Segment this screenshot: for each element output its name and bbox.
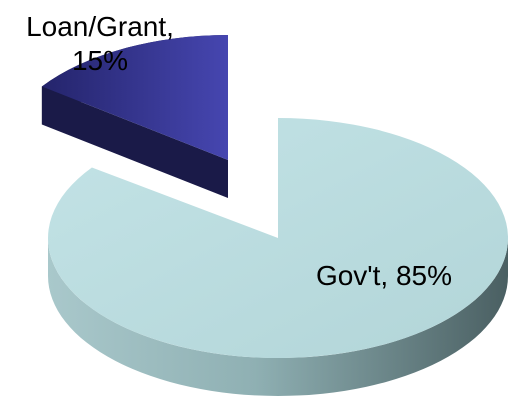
data-label-loan-grant-line1: Loan/Grant, [26, 11, 174, 42]
pie-slice-govt-top [48, 118, 508, 358]
pie-slice-govt [48, 118, 508, 396]
pie-slice-govt-side [48, 238, 508, 396]
pie-slice-loan-grant-top [41, 34, 229, 160]
pie-slice-loan-grant [41, 34, 229, 198]
data-label-loan-grant-line2: 15% [72, 45, 128, 76]
data-label-govt: Gov't, 85% [316, 260, 452, 291]
pie-slice-loan-grant-inner-face [41, 86, 229, 198]
